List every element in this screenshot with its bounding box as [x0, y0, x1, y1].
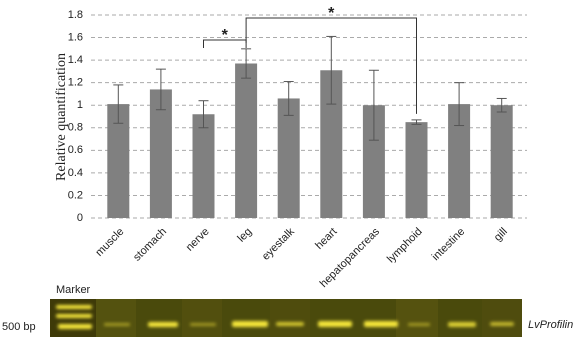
- gel-band: [408, 323, 430, 326]
- gel-band: [448, 322, 476, 327]
- y-tick-label: 1.4: [68, 54, 83, 66]
- x-tick-label: stomach: [131, 226, 169, 264]
- y-tick-label: 0: [77, 212, 83, 224]
- x-tick-label: heart: [313, 226, 339, 252]
- gel-lane: [482, 299, 522, 337]
- significance-label: *: [222, 27, 229, 44]
- y-axis-label: Relative quantification: [54, 53, 69, 181]
- gel-gene-label: LvProfilin: [528, 319, 573, 331]
- gel-band: [364, 321, 398, 327]
- gel-band: [276, 322, 304, 326]
- x-tick-label: muscle: [93, 226, 126, 259]
- gel-band: [148, 322, 178, 327]
- bar: [193, 114, 215, 218]
- y-tick-label: 1: [77, 99, 83, 111]
- gel-band: [104, 323, 130, 326]
- y-tick-label: 1.2: [68, 77, 83, 89]
- gel-band: [490, 322, 514, 326]
- bar: [491, 105, 513, 218]
- gel-band: [56, 305, 92, 309]
- bar: [235, 63, 257, 218]
- gel-lane: [182, 299, 222, 337]
- x-tick-label: gill: [492, 226, 510, 244]
- gel-band: [56, 314, 92, 318]
- gel-lane: [270, 299, 310, 337]
- x-tick-label: leg: [235, 226, 254, 245]
- gel-band: [318, 321, 352, 327]
- y-tick-label: 0.8: [68, 122, 83, 134]
- y-tick-label: 0.4: [68, 167, 83, 179]
- x-tick-label: eyestalk: [260, 225, 297, 262]
- gel-band: [58, 324, 92, 329]
- x-tick-label: nerve: [184, 226, 212, 254]
- gel-marker-label: Marker: [56, 284, 91, 296]
- y-tick-label: 1.8: [68, 9, 83, 21]
- y-tick-label: 0.2: [68, 189, 83, 201]
- gel-band: [232, 321, 268, 327]
- gel-lane: [396, 299, 438, 337]
- gel-size-label: 500 bp: [2, 321, 36, 333]
- gel: [50, 299, 522, 337]
- y-tick-label: 1.6: [68, 31, 83, 43]
- gel-lane: [96, 299, 136, 337]
- x-tick-label: lymphoid: [385, 226, 425, 266]
- bar: [406, 122, 428, 218]
- y-tick-label: 0.6: [68, 144, 83, 156]
- bar: [278, 98, 300, 218]
- gel-band: [190, 323, 216, 326]
- significance-label: *: [328, 5, 335, 22]
- x-tick-label: intestine: [430, 226, 467, 263]
- chart: Relative quantification Marker 500 bp Lv…: [0, 0, 583, 337]
